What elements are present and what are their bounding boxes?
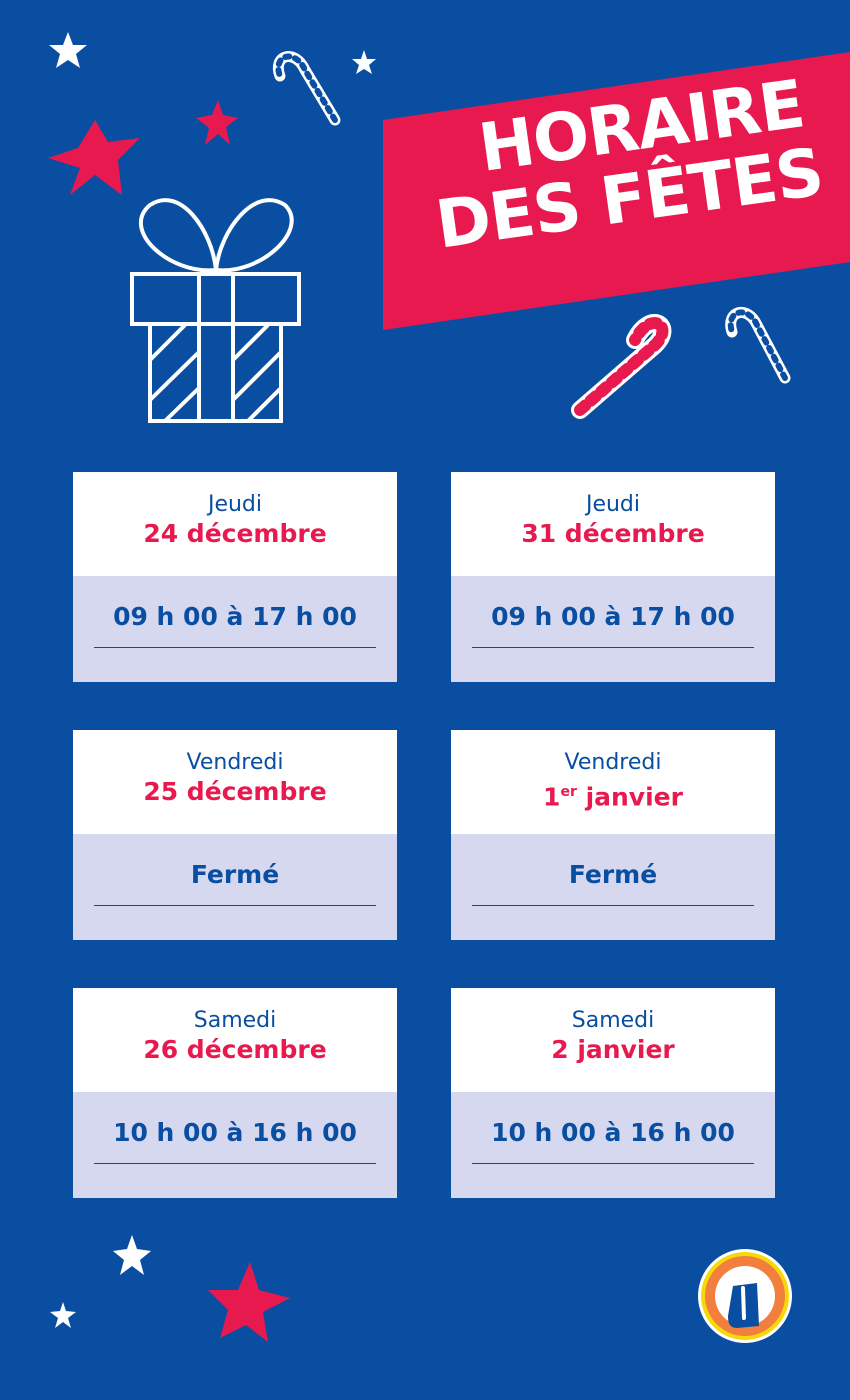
star-icon [48,120,140,195]
day-label: Samedi [571,1008,655,1033]
date-label: 26 décembre [143,1035,327,1064]
hours-label: 10 h 00 à 16 h 00 [113,1118,357,1147]
star-icon [208,1262,290,1342]
divider [472,1163,754,1164]
star-icon [196,100,238,145]
day-label: Jeudi [207,492,263,517]
divider [94,905,376,906]
day-label: Samedi [193,1008,277,1033]
day-label: Vendredi [564,750,662,775]
star-icon [113,1235,151,1275]
date-label: 1er janvier [543,782,683,812]
divider [94,647,376,648]
divider [472,905,754,906]
schedule-card: Jeudi 31 décembre 09 h 00 à 17 h 00 [451,472,775,682]
title-banner [383,52,850,330]
star-icon [50,1302,76,1328]
schedule-card: Samedi 26 décembre 10 h 00 à 16 h 00 [73,988,397,1198]
date-label: 31 décembre [521,519,705,548]
date-label: 2 janvier [551,1035,675,1064]
day-label: Jeudi [585,492,641,517]
hours-label: Fermé [568,860,658,889]
schedule-card: Jeudi 24 décembre 09 h 00 à 17 h 00 [73,472,397,682]
star-icon [49,32,87,68]
schedule-card: Vendredi 1er janvier Fermé [451,730,775,940]
day-label: Vendredi [186,750,284,775]
gift-icon [130,198,301,423]
date-label: 25 décembre [143,777,327,806]
schedule-card: Vendredi 25 décembre Fermé [73,730,397,940]
hours-label: 09 h 00 à 17 h 00 [491,602,735,631]
hours-label: Fermé [190,860,280,889]
star-icon [352,50,376,74]
divider [472,647,754,648]
hours-label: 09 h 00 à 17 h 00 [113,602,357,631]
brand-logo [698,1249,792,1343]
hours-label: 10 h 00 à 16 h 00 [491,1118,735,1147]
candy-cane-icon [275,53,338,123]
date-label: 24 décembre [143,519,327,548]
divider [94,1163,376,1164]
schedule-card: Samedi 2 janvier 10 h 00 à 16 h 00 [451,988,775,1198]
